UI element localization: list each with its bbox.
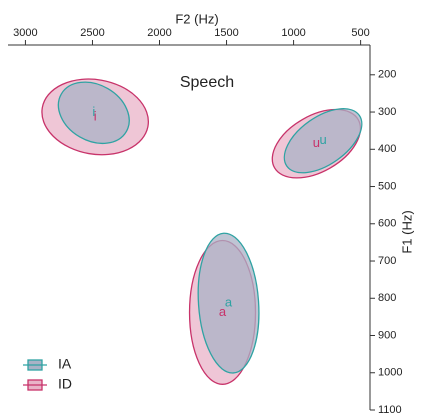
x-tick-label: 2500: [80, 27, 104, 39]
legend-label: ID: [58, 376, 72, 392]
y-tick-label: 300: [378, 106, 396, 118]
y-tick-label: 700: [378, 255, 396, 267]
legend-item: IA: [23, 356, 72, 372]
y-tick-label: 1000: [378, 367, 402, 379]
y-tick-label: 600: [378, 218, 396, 230]
vowel-label: a: [219, 304, 227, 319]
vowel-label: u: [313, 135, 320, 150]
legend-item: ID: [23, 376, 72, 392]
legend-label: IA: [58, 356, 72, 372]
x-tick-label: 500: [351, 27, 369, 39]
x-tick-label: 2000: [147, 27, 171, 39]
vowel-label: u: [319, 132, 326, 147]
chart-title: Speech: [180, 74, 234, 91]
vowel-label: i: [92, 104, 95, 119]
vowel-label: i: [94, 108, 97, 123]
vowel-ellipse: [283, 108, 363, 174]
x-tick-label: 1000: [281, 27, 305, 39]
y-tick-label: 200: [378, 69, 396, 81]
y-tick-label: 900: [378, 329, 396, 341]
x-tick-label: 1500: [214, 27, 238, 39]
x-axis-label: F2 (Hz): [175, 11, 218, 26]
y-tick-label: 1100: [378, 404, 402, 416]
y-tick-label: 400: [378, 143, 396, 155]
x-tick-label: 3000: [13, 27, 37, 39]
y-tick-label: 800: [378, 292, 396, 304]
vowel-label: a: [225, 295, 233, 310]
vowel-ellipse: [57, 81, 130, 145]
vowel-ellipse: [197, 232, 260, 374]
y-axis-label: F1 (Hz): [399, 210, 414, 253]
y-tick-label: 500: [378, 180, 396, 192]
